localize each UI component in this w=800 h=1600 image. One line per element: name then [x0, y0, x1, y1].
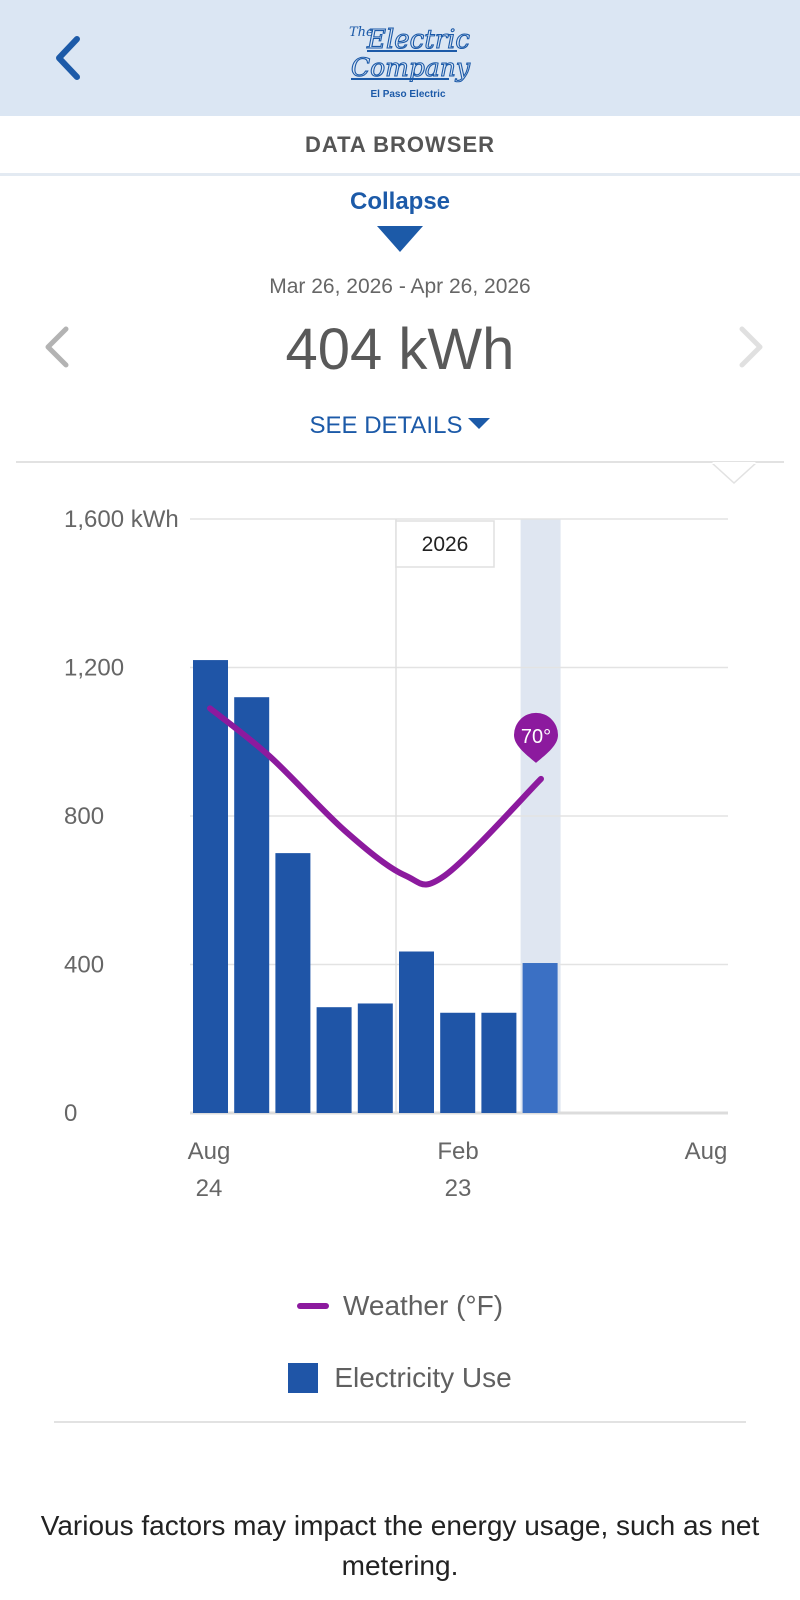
y-tick-label: 1,200	[64, 655, 124, 682]
app-header: The Electric Company El Paso Electric	[0, 0, 800, 116]
usage-chart[interactable]: 0 400 800 1,200 1,600 kWh 2026 70° Aug 24 Feb 23 Au…	[0, 480, 800, 1240]
usage-bar[interactable]	[522, 963, 558, 1113]
company-logo: The Electric Company El Paso Electric	[345, 16, 471, 102]
date-range: Mar 26, 2026 - Apr 26, 2026	[269, 275, 531, 298]
previous-period-button[interactable]	[36, 322, 82, 372]
logo-subtitle: El Paso Electric	[370, 89, 446, 100]
usage-bar[interactable]	[440, 1012, 476, 1113]
weather-swatch	[296, 1303, 329, 1309]
usage-bar[interactable]	[234, 697, 270, 1113]
x-tick-label-year: 23	[445, 1175, 472, 1202]
electricity-swatch	[288, 1363, 319, 1393]
weather-value-label: 70°	[521, 726, 551, 748]
pointer-notch	[712, 462, 756, 482]
year-marker-label: 2026	[422, 533, 469, 556]
legend-divider	[54, 1421, 746, 1423]
usage-bar[interactable]	[481, 1012, 517, 1113]
collapse-label: Collapse	[349, 188, 451, 215]
chevron-right-icon	[739, 326, 763, 368]
legend-item-weather[interactable]: Weather (°F)	[0, 1290, 800, 1322]
y-tick-label: 800	[64, 803, 104, 830]
weather-line	[207, 705, 544, 888]
usage-bar[interactable]	[193, 660, 228, 1113]
see-details-link[interactable]: SEE DETAILS	[0, 412, 800, 440]
x-tick-label-month: Feb	[437, 1138, 478, 1165]
chevron-left-icon	[45, 326, 69, 368]
legend-item-electricity[interactable]: Electricity Use	[0, 1362, 800, 1394]
svg-text:Company: Company	[351, 53, 471, 82]
x-tick-label-month: Aug	[188, 1138, 231, 1165]
page-title-bar: DATA BROWSER	[0, 116, 800, 176]
chevron-left-icon	[56, 36, 80, 80]
svg-text:The: The	[349, 25, 374, 40]
legend-electricity-label: Electricity Use	[334, 1362, 512, 1393]
caret-down-icon	[468, 418, 491, 430]
next-period-button[interactable]	[728, 322, 774, 372]
page-title: DATA BROWSER	[304, 131, 496, 157]
see-details-label: SEE DETAILS	[309, 412, 463, 439]
usage-bar[interactable]	[316, 1007, 352, 1113]
section-divider	[16, 461, 784, 463]
x-tick-label-year: 24	[196, 1175, 223, 1202]
legend-weather-label: Weather (°F)	[342, 1290, 504, 1321]
collapse-toggle[interactable]: Collapse	[300, 188, 500, 252]
triangle-down-icon	[377, 226, 423, 252]
year-marker-box	[395, 520, 495, 568]
y-tick-label: 0	[64, 1100, 77, 1127]
usage-total: 404 kWh	[285, 317, 515, 382]
weather-value-pin	[514, 712, 558, 763]
usage-bar[interactable]	[399, 951, 434, 1113]
y-tick-label: 1,600 kWh	[64, 506, 179, 533]
usage-bar[interactable]	[357, 1003, 393, 1113]
usage-footnote: Various factors may impact the energy us…	[40, 1510, 760, 1581]
usage-bar[interactable]	[275, 853, 311, 1113]
back-button[interactable]	[46, 30, 96, 86]
y-tick-label: 400	[64, 952, 104, 979]
x-tick-label-month: Aug	[685, 1138, 728, 1165]
